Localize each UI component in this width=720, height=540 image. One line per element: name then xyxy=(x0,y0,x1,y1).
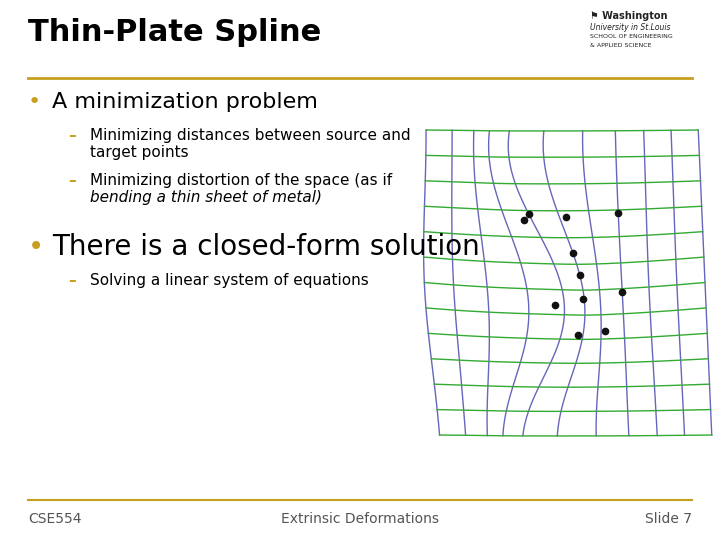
Text: •: • xyxy=(28,92,41,112)
Text: –: – xyxy=(68,273,76,288)
Text: Minimizing distances between source and: Minimizing distances between source and xyxy=(90,128,410,143)
Text: Slide 7: Slide 7 xyxy=(645,512,692,526)
Text: target points: target points xyxy=(90,145,189,160)
Text: University in St.Louis: University in St.Louis xyxy=(590,23,670,32)
Text: •: • xyxy=(28,233,44,261)
Text: Extrinsic Deformations: Extrinsic Deformations xyxy=(281,512,439,526)
Text: bending a thin sheet of metal): bending a thin sheet of metal) xyxy=(90,190,322,205)
Text: –: – xyxy=(68,173,76,188)
Text: CSE554: CSE554 xyxy=(28,512,81,526)
Text: Minimizing distortion of the space (as if: Minimizing distortion of the space (as i… xyxy=(90,173,392,188)
Text: –: – xyxy=(68,128,76,143)
Text: SCHOOL OF ENGINEERING: SCHOOL OF ENGINEERING xyxy=(590,34,672,39)
Text: ⚑ Washington: ⚑ Washington xyxy=(590,11,667,21)
Text: Thin-Plate Spline: Thin-Plate Spline xyxy=(28,18,321,47)
Text: There is a closed-form solution: There is a closed-form solution xyxy=(52,233,480,261)
Text: Solving a linear system of equations: Solving a linear system of equations xyxy=(90,273,369,288)
Text: & APPLIED SCIENCE: & APPLIED SCIENCE xyxy=(590,43,652,48)
Text: A minimization problem: A minimization problem xyxy=(52,92,318,112)
